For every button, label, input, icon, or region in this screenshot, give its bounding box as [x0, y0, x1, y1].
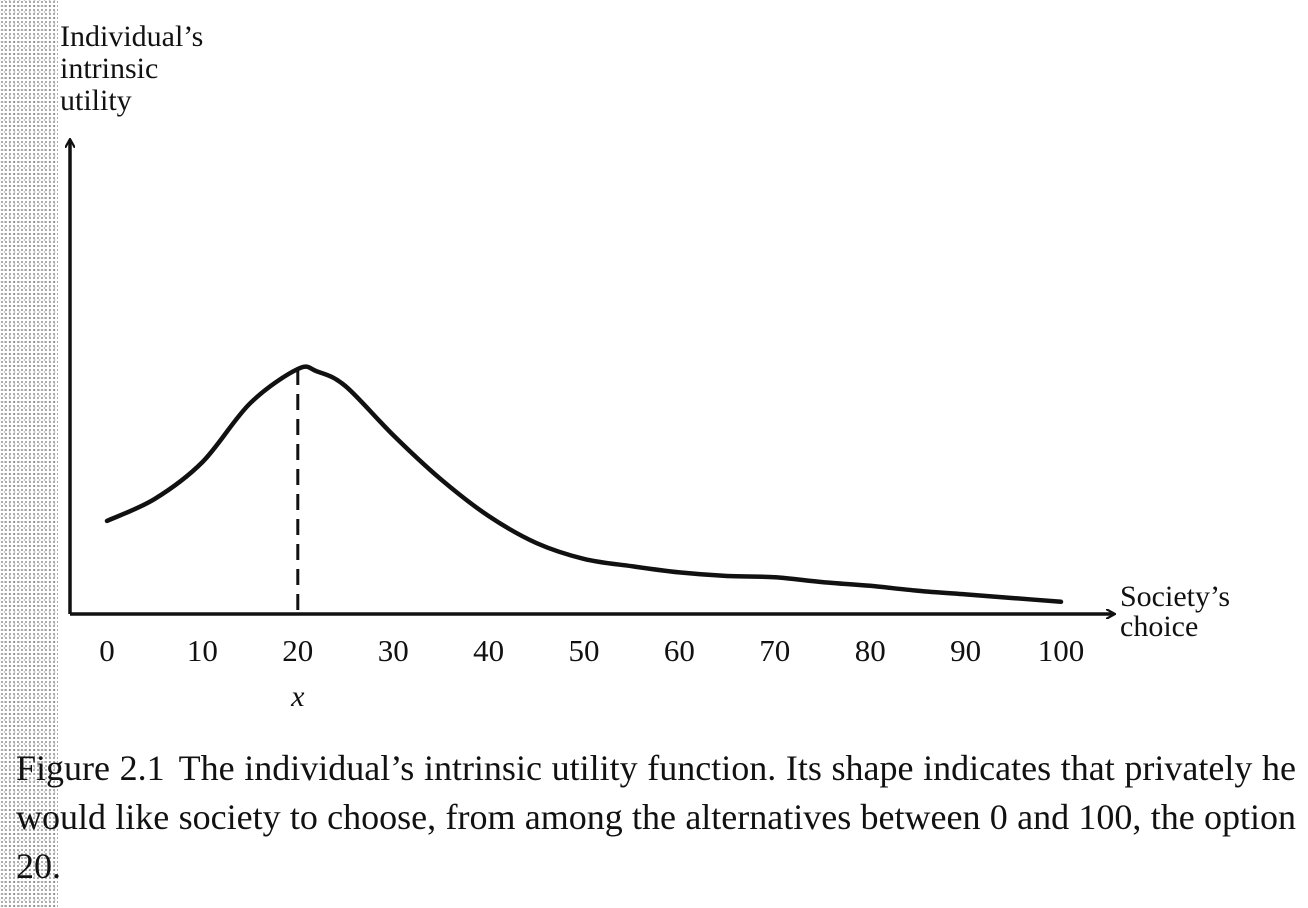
x-tick-label: 100 [1038, 633, 1085, 668]
x-tick-label: 30 [378, 633, 409, 668]
caption-label: Figure 2.1 [16, 748, 165, 788]
x-tick-labels: 0 10 20 30 40 50 60 70 80 90 100 [99, 633, 1084, 668]
x-tick-label: 0 [99, 633, 115, 668]
x-tick-label: 90 [950, 633, 981, 668]
x-axis-label-line: choice [1120, 610, 1198, 643]
y-axis-label-line: intrinsic [60, 52, 158, 85]
x-tick-label: 80 [855, 633, 886, 668]
y-axis-label-line: utility [60, 84, 132, 117]
figure-caption: Figure 2.1 The individual’s intrinsic uti… [16, 744, 1296, 891]
y-axis-label-line: Individual’s [60, 20, 203, 53]
peak-x-label: x [290, 680, 305, 713]
x-tick-label: 50 [569, 633, 600, 668]
caption-text: The individual’s intrinsic utility funct… [16, 748, 1296, 886]
x-axis-label-line: Society’s [1120, 580, 1230, 613]
utility-curve [104, 364, 1064, 605]
x-tick-label: 20 [282, 633, 313, 668]
x-tick-label: 40 [473, 633, 504, 668]
x-tick-label: 10 [187, 633, 218, 668]
x-tick-label: 60 [664, 633, 695, 668]
scan-edge-texture [0, 0, 58, 908]
x-tick-label: 70 [759, 633, 790, 668]
